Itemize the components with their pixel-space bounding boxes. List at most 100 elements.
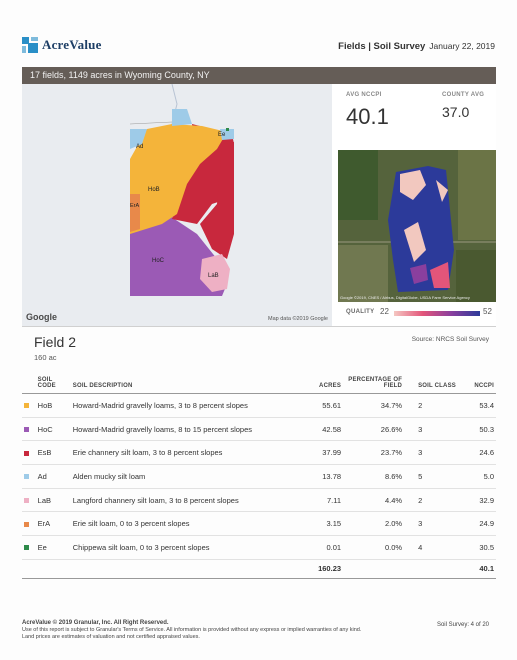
quality-min: 22	[380, 307, 389, 316]
percent-value: 8.6%	[343, 464, 405, 489]
footer-copyright: AcreValue © 2019 Granular, Inc. All Righ…	[22, 620, 169, 626]
table-row: LaB Langford channery silt loam, 3 to 8 p…	[22, 488, 496, 513]
percent-value: 0.0%	[343, 535, 405, 560]
nccpi-value: 24.6	[458, 440, 496, 466]
soil-code: Ad	[35, 464, 71, 489]
avg-nccpi-value: 40.1	[346, 104, 389, 129]
table-row: ErA Erie silt loam, 0 to 3 percent slopes…	[22, 511, 496, 537]
table-total-row: 160.23 40.1	[22, 559, 496, 579]
acres-value: 42.58	[294, 417, 344, 442]
soil-class-value: 5	[404, 464, 459, 489]
total-acres: 160.23	[294, 559, 344, 579]
soil-map-graphic: Ee Ad HoB ErA HoC LaB	[22, 84, 332, 326]
nccpi-value: 5.0	[458, 464, 496, 489]
county-avg-value: 37.0	[442, 104, 470, 120]
soil-description: Langford channery silt loam, 3 to 8 perc…	[70, 488, 295, 513]
aerial-graphic	[338, 150, 496, 302]
quality-max: 52	[483, 307, 492, 316]
swatch-cell	[22, 488, 36, 513]
avg-nccpi-label: AVG NCCPI	[346, 92, 382, 98]
acres-value: 37.99	[294, 440, 344, 466]
aerial-map[interactable]: Google ©2019, CNES / Airbus, DigitalGlob…	[338, 150, 496, 302]
soil-description: Chippewa silt loam, 0 to 3 percent slope…	[70, 535, 295, 560]
table-row: HoC Howard-Madrid gravelly loams, 8 to 15…	[22, 417, 496, 442]
map-label-hob: HoB	[148, 187, 160, 193]
acres-value: 0.01	[294, 535, 344, 560]
table-row: EsB Erie channery silt loam, 3 to 8 perce…	[22, 440, 496, 466]
footer-terms: Use of this report is subject to Granula…	[22, 627, 362, 633]
section-divider	[22, 326, 496, 327]
nccpi-value: 53.4	[458, 393, 496, 418]
swatch-cell	[22, 440, 36, 466]
table-row: Ad Alden mucky silt loam 13.78 8.6% 5 5.0	[22, 464, 496, 489]
acres-value: 55.61	[294, 393, 344, 418]
map-label-hoc: HoC	[152, 258, 165, 264]
acres-value: 7.11	[294, 488, 344, 513]
footer-legal: AcreValue © 2019 Granular, Inc. All Righ…	[22, 620, 361, 641]
swatch-cell	[22, 464, 36, 489]
soil-color-swatch	[24, 474, 29, 480]
col-nccpi: NCCPI	[458, 374, 496, 394]
soil-class-value: 3	[404, 440, 459, 466]
soil-class-value: 2	[404, 488, 459, 513]
map-label-lab: LaB	[208, 273, 219, 279]
swatch-cell	[22, 535, 36, 560]
quality-gradient-bar	[394, 311, 480, 316]
swatch-cell	[22, 511, 36, 537]
soil-code: Ee	[35, 535, 71, 560]
soil-description: Alden mucky silt loam	[70, 464, 295, 489]
field-title: Field 2	[34, 334, 77, 350]
report-date: January 22, 2019	[429, 41, 495, 51]
soil-code: LaB	[35, 488, 71, 513]
page-number: Soil Survey: 4 of 20	[436, 622, 489, 628]
soil-code: HoC	[35, 417, 71, 442]
soil-description: Howard-Madrid gravelly loams, 3 to 8 per…	[70, 393, 295, 418]
percent-value: 26.6%	[343, 417, 405, 442]
table-row: Ee Chippewa silt loam, 0 to 3 percent slo…	[22, 535, 496, 560]
col-desc: SOIL DESCRIPTION	[70, 374, 295, 394]
col-pct: PERCENTAGE OF FIELD	[343, 374, 405, 394]
soil-color-swatch	[24, 545, 29, 551]
county-avg-label: COUNTY AVG	[442, 92, 485, 98]
soil-map[interactable]: Ee Ad HoB ErA HoC LaB Google Map data ©2…	[22, 84, 332, 326]
map-credit: Map data ©2019 Google	[267, 316, 328, 322]
soil-code: HoB	[35, 393, 71, 418]
col-class: SOIL CLASS	[404, 374, 459, 394]
soil-table: SOIL CODE SOIL DESCRIPTION ACRES PERCENT…	[22, 374, 496, 579]
soil-color-swatch	[24, 521, 29, 527]
map-label-era: ErA	[130, 203, 140, 209]
brand-name: AcreValue	[42, 37, 102, 52]
col-acres: ACRES	[294, 374, 344, 394]
percent-value: 23.7%	[343, 440, 405, 466]
acrevalue-logo[interactable]: AcreValue	[22, 37, 102, 53]
table-header-row: SOIL CODE SOIL DESCRIPTION ACRES PERCENT…	[22, 374, 496, 394]
aerial-credit: Google ©2019, CNES / Airbus, DigitalGlob…	[340, 295, 470, 300]
summary-banner: 17 fields, 1149 acres in Wyoming County,…	[22, 67, 496, 84]
percent-value: 34.7%	[343, 393, 405, 418]
acres-value: 13.78	[294, 464, 344, 489]
page-heading: Fields | Soil Survey January 22, 2019	[338, 41, 495, 52]
google-logo: Google	[26, 312, 57, 322]
map-label-ad: Ad	[136, 144, 143, 150]
percent-value: 4.4%	[343, 488, 405, 513]
nccpi-value: 50.3	[458, 417, 496, 442]
soil-color-swatch	[24, 427, 29, 433]
logo-icon	[22, 37, 38, 53]
footer-disclaimer: Land prices are estimates of valuation a…	[22, 634, 200, 640]
soil-code: EsB	[35, 440, 71, 466]
soil-description: Erie silt loam, 0 to 3 percent slopes	[70, 511, 295, 537]
soil-class-value: 2	[404, 393, 459, 418]
swatch-cell	[22, 417, 36, 442]
soil-code: ErA	[35, 511, 71, 537]
data-source: Source: NRCS Soil Survey	[411, 336, 489, 343]
acres-value: 3.15	[294, 511, 344, 537]
map-label-ee: Ee	[218, 132, 226, 138]
soil-description: Howard-Madrid gravelly loams, 8 to 15 pe…	[70, 417, 295, 442]
soil-class-value: 3	[404, 417, 459, 442]
soil-class-value: 4	[404, 535, 459, 560]
soil-color-swatch	[24, 403, 29, 409]
nccpi-value: 24.9	[458, 511, 496, 537]
stats-panel: AVG NCCPI 40.1 COUNTY AVG 37.0 Google ©2…	[332, 84, 496, 326]
total-nccpi: 40.1	[458, 559, 496, 579]
